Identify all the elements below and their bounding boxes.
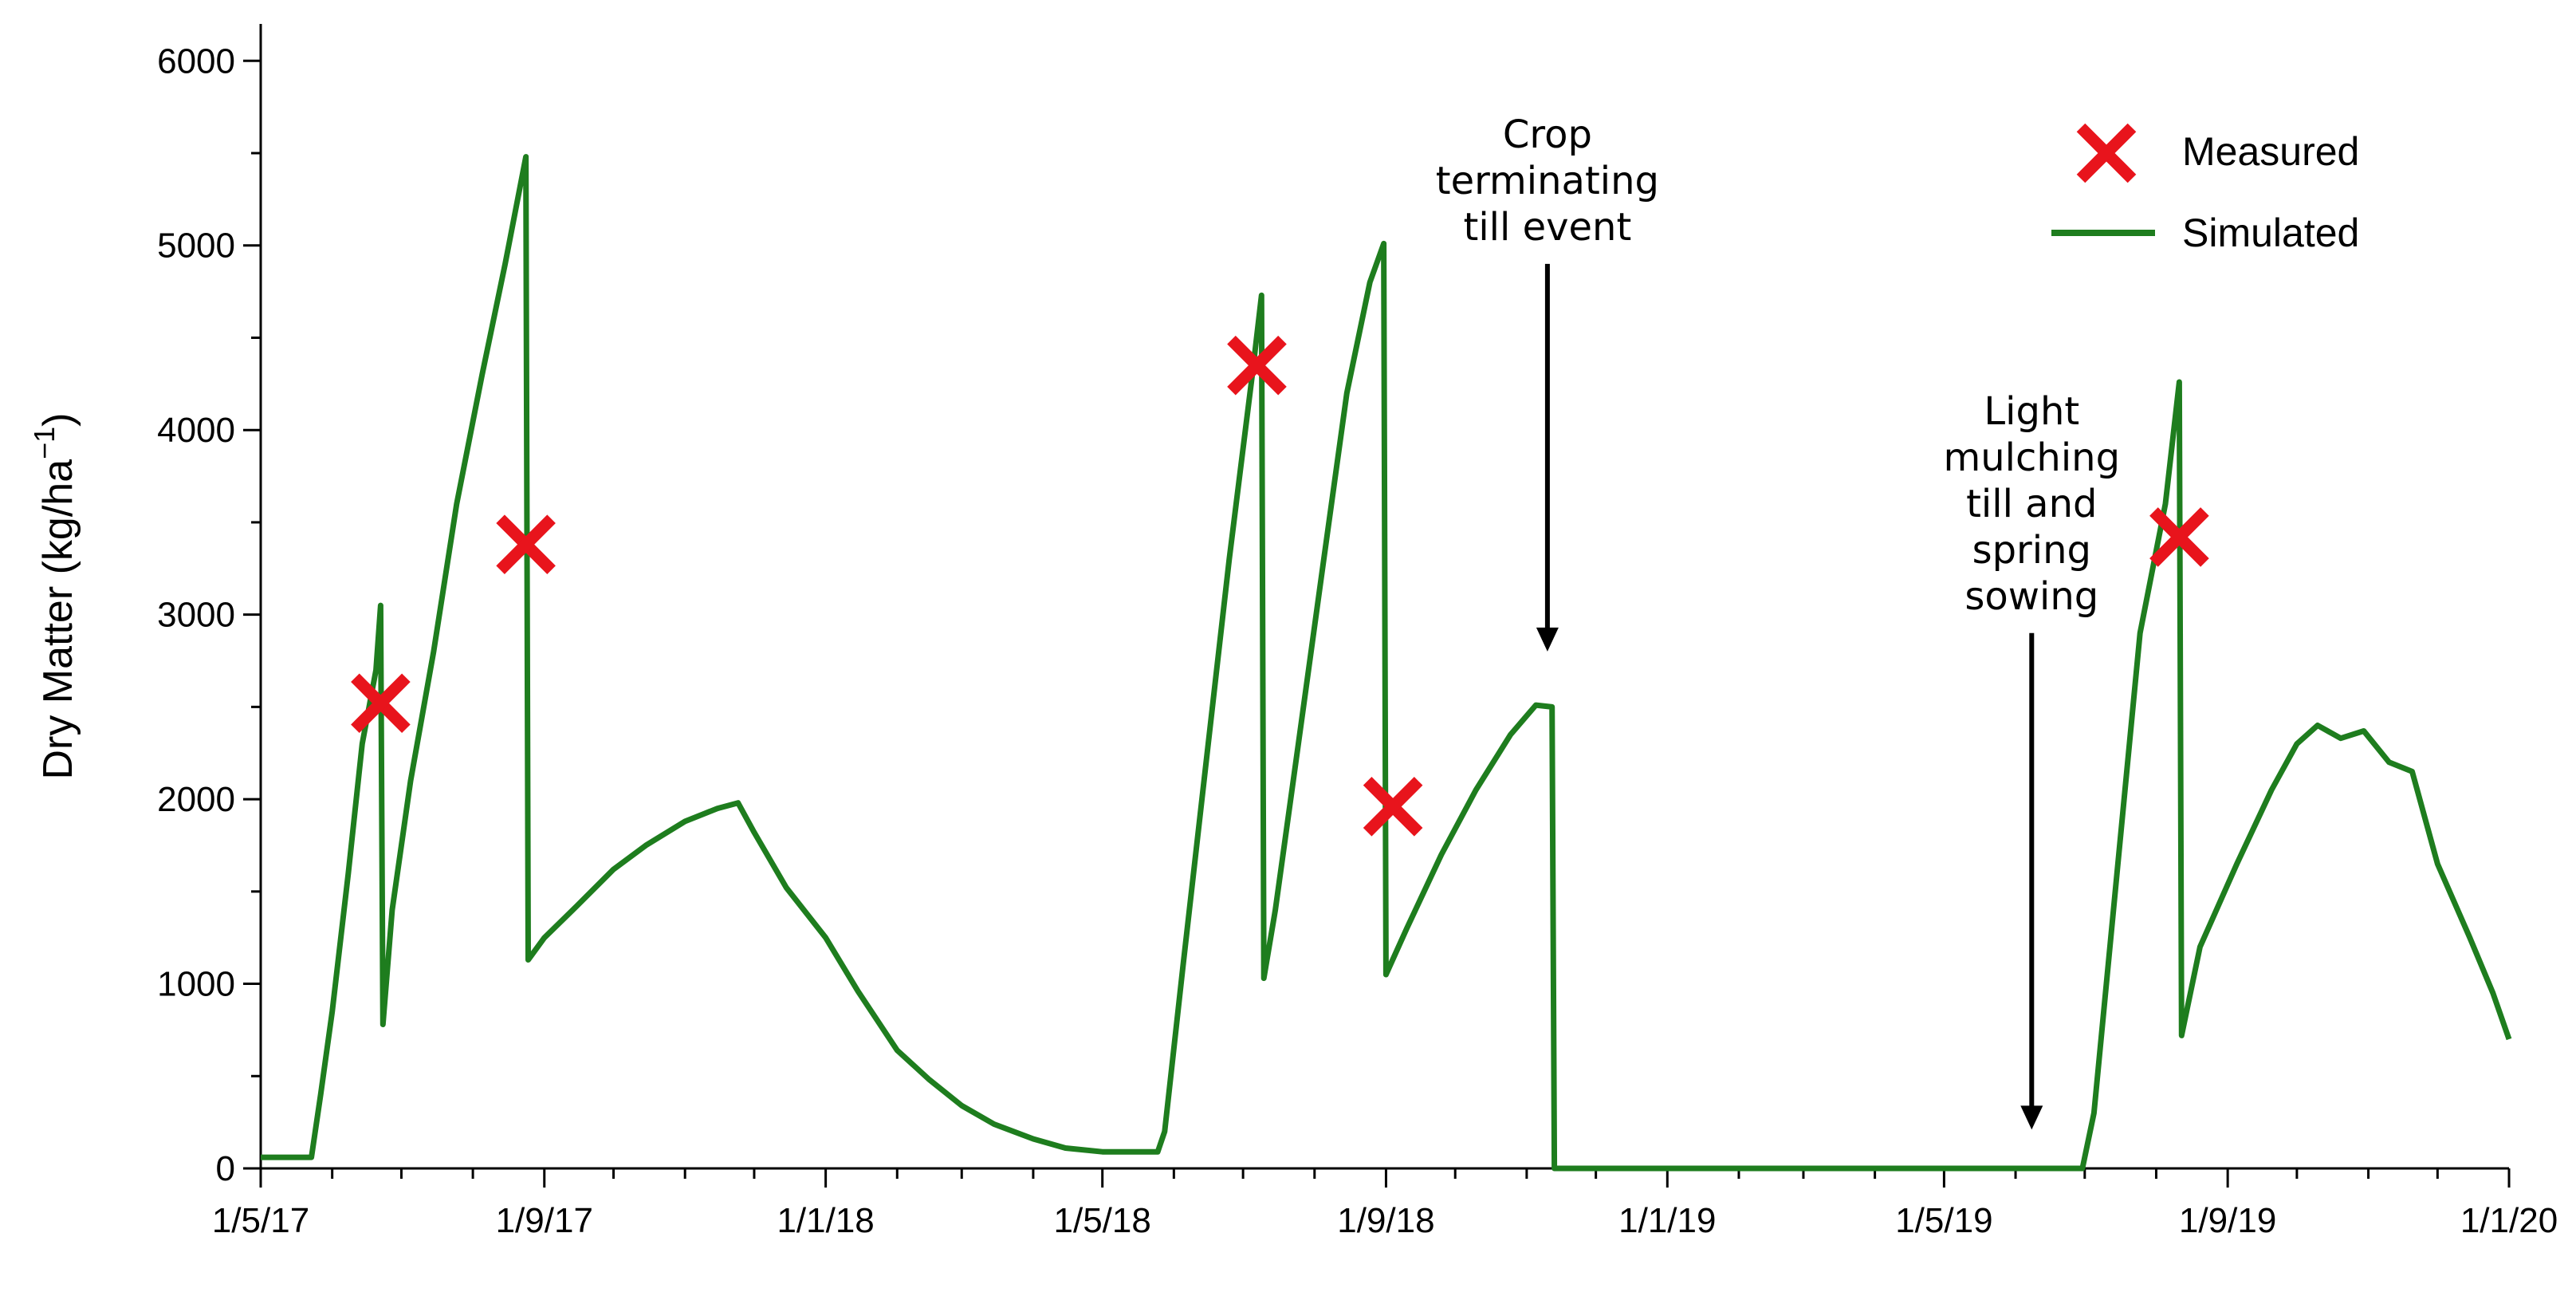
y-tick-label: 0 — [216, 1149, 235, 1188]
measured-point — [1363, 777, 1423, 837]
series-layer — [261, 154, 2512, 1172]
y-tick-label: 1000 — [157, 965, 235, 1004]
y-tick-label: 3000 — [157, 596, 235, 635]
annotation-2-arrow-head — [2020, 1105, 2043, 1130]
legend: Measured Simulated — [2051, 123, 2359, 255]
x-tick-label: 1/9/17 — [496, 1201, 593, 1240]
y-tick-label: 2000 — [157, 780, 235, 819]
x-tick-label: 1/5/17 — [212, 1201, 309, 1240]
x-tick-label: 1/5/18 — [1054, 1201, 1151, 1240]
legend-measured-label: Measured — [2182, 129, 2359, 174]
y-ticks: 0 1000 2000 3000 4000 5000 6000 — [157, 41, 261, 1188]
annotation-1-arrow-head — [1536, 627, 1559, 652]
measured-markers — [351, 335, 2209, 837]
annotation-2-line: sowing — [1964, 574, 2098, 619]
annotation-2-line: spring — [1972, 528, 2091, 573]
y-axis-title-sup: −1 — [28, 427, 61, 459]
annotation-1-line: till event — [1464, 205, 1632, 250]
x-tick-label: 1/9/18 — [1337, 1201, 1434, 1240]
x-ticks: 1/5/17 1/9/17 1/1/18 1/5/18 1/9/18 1/1/19 1/5/… — [212, 1168, 2558, 1240]
measured-point — [496, 514, 556, 574]
legend-measured-marker — [2076, 123, 2137, 183]
x-tick-label: 1/1/19 — [1618, 1201, 1716, 1240]
y-axis-title-close: ) — [35, 412, 81, 426]
legend-simulated-label: Simulated — [2182, 211, 2359, 255]
y-tick-label: 6000 — [157, 41, 235, 81]
annotation-2-line: mulching — [1944, 435, 2121, 480]
y-tick-label: 5000 — [157, 227, 235, 266]
y-tick-label: 4000 — [157, 411, 235, 450]
x-tick-label: 1/5/19 — [1895, 1201, 1992, 1240]
measured-point — [2149, 507, 2209, 567]
y-axis-title-main: Dry Matter (kg/ha — [35, 459, 81, 780]
annotation-2-line: till and — [1966, 482, 2097, 526]
x-tick-label: 1/1/18 — [777, 1201, 874, 1240]
simulated-series-line — [261, 154, 2512, 1172]
measured-point — [1227, 335, 1287, 396]
annotation-1-line: terminating — [1436, 159, 1659, 203]
annotation-1-line: Crop — [1503, 112, 1592, 157]
annotation-2-line: Light — [1984, 389, 2079, 434]
measured-point — [351, 673, 411, 734]
y-axis-title: Dry Matter (kg/ha−1) — [28, 412, 81, 779]
x-tick-label: 1/1/20 — [2460, 1201, 2558, 1240]
x-tick-label: 1/9/19 — [2179, 1201, 2276, 1240]
